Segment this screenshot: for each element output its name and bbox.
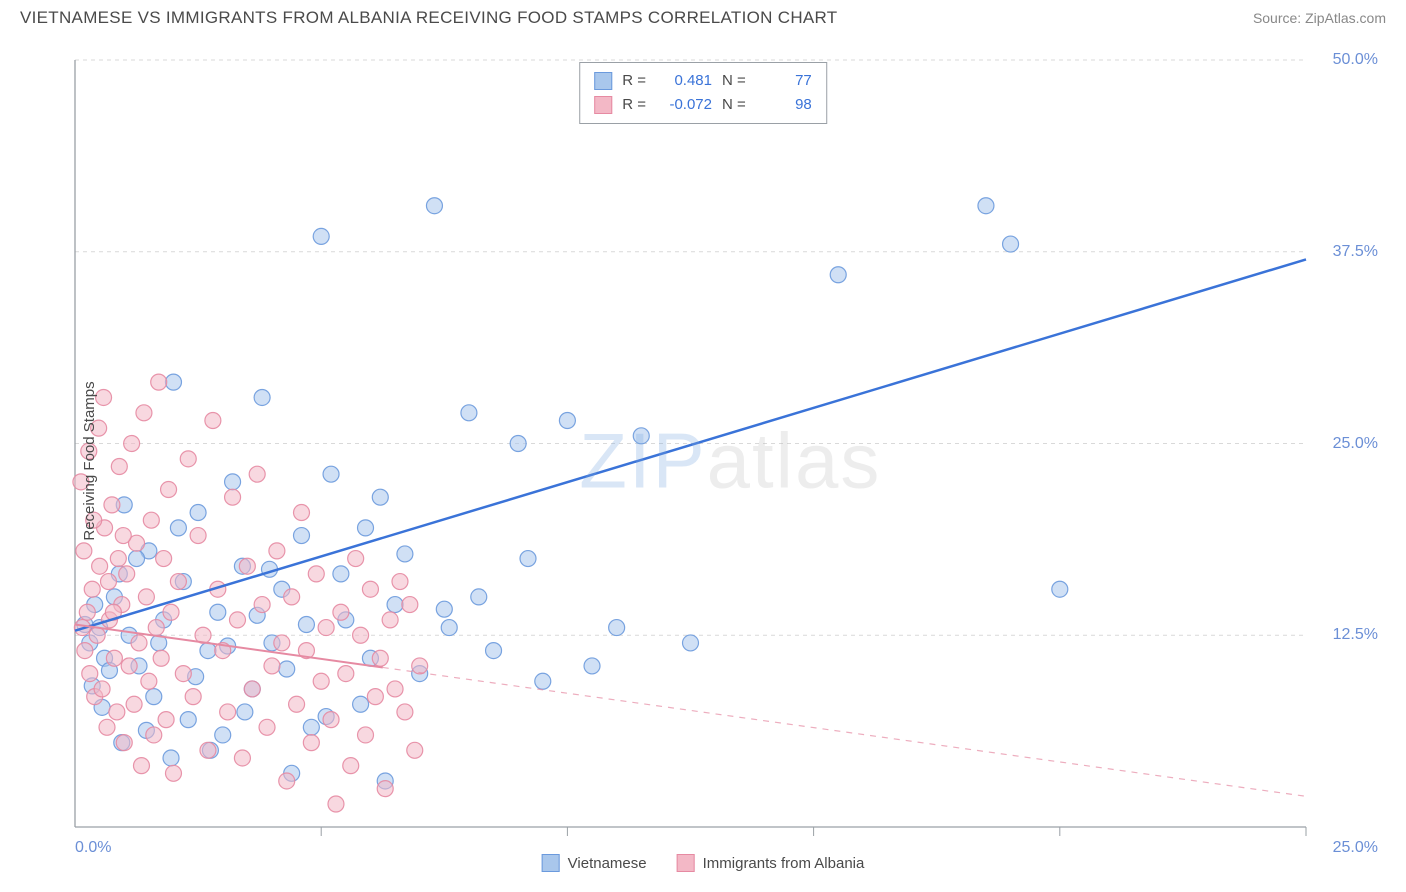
source-link[interactable]: ZipAtlas.com	[1305, 10, 1386, 26]
n-value-series1: 77	[756, 69, 812, 93]
legend-swatch-series1	[542, 854, 560, 872]
stats-row-series2: R = -0.072 N = 98	[594, 93, 812, 117]
y-tick-label: 25.0%	[1333, 435, 1378, 453]
stats-swatch-series1	[594, 72, 612, 90]
legend-label-series2: Immigrants from Albania	[703, 855, 865, 872]
stats-swatch-series2	[594, 96, 612, 114]
y-tick-label: 37.5%	[1333, 243, 1378, 261]
r-label: R =	[622, 93, 646, 117]
r-value-series1: 0.481	[656, 69, 712, 93]
correlation-stats-box: R = 0.481 N = 77 R = -0.072 N = 98	[579, 62, 827, 124]
series-legend: Vietnamese Immigrants from Albania	[542, 854, 865, 872]
x-origin-label: 0.0%	[75, 839, 111, 857]
legend-swatch-series2	[677, 854, 695, 872]
legend-label-series1: Vietnamese	[568, 855, 647, 872]
n-value-series2: 98	[756, 93, 812, 117]
chart-title: VIETNAMESE VS IMMIGRANTS FROM ALBANIA RE…	[20, 8, 838, 28]
r-value-series2: -0.072	[656, 93, 712, 117]
source-attribution: Source: ZipAtlas.com	[1253, 10, 1386, 26]
stats-row-series1: R = 0.481 N = 77	[594, 69, 812, 93]
n-label: N =	[722, 69, 746, 93]
y-tick-label: 50.0%	[1333, 51, 1378, 69]
chart-container: ZIPatlas Receiving Food Stamps R = 0.481…	[20, 40, 1386, 882]
chart-header: VIETNAMESE VS IMMIGRANTS FROM ALBANIA RE…	[0, 0, 1406, 28]
source-prefix: Source:	[1253, 10, 1305, 26]
scatter-chart	[20, 40, 1386, 882]
y-axis-label: Receiving Food Stamps	[81, 381, 98, 540]
legend-item-series2: Immigrants from Albania	[677, 854, 865, 872]
x-end-label: 25.0%	[1333, 839, 1378, 857]
r-label: R =	[622, 69, 646, 93]
y-tick-label: 12.5%	[1333, 626, 1378, 644]
n-label: N =	[722, 93, 746, 117]
legend-item-series1: Vietnamese	[542, 854, 647, 872]
